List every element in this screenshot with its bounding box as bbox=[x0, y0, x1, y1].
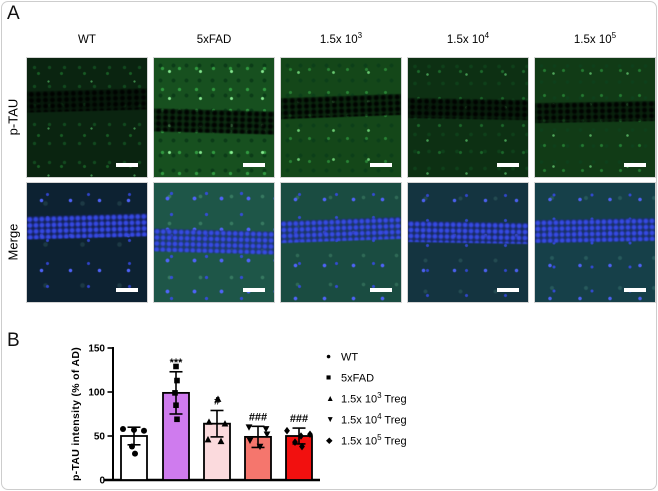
panel-b-label: B bbox=[7, 330, 20, 351]
legend-label-suffix: Treg bbox=[381, 435, 407, 448]
column-header-wt: WT bbox=[26, 31, 148, 46]
legend-label-text: WT bbox=[341, 351, 359, 364]
legend-item-1.5x10e4-treg: ▼ 1.5x 104 Treg bbox=[326, 412, 407, 427]
scale-bar bbox=[497, 163, 519, 167]
legend-label-text: 1.5x 10 bbox=[341, 414, 378, 427]
nuclei-band bbox=[535, 217, 655, 244]
column-header-1.5x10e5: 1.5x 105 bbox=[534, 31, 656, 46]
micrograph-ptau-1.5x10e3 bbox=[280, 57, 402, 178]
triangle-up-marker-icon: ▲ bbox=[326, 393, 335, 403]
column-header-text: 1.5x 10 bbox=[573, 33, 612, 46]
legend-label-suffix: Treg bbox=[381, 414, 407, 427]
scale-bar bbox=[497, 288, 519, 292]
svg-text:0: 0 bbox=[99, 476, 105, 487]
column-header-text: 1.5x 10 bbox=[319, 33, 358, 46]
legend-label-exponent: 5 bbox=[377, 432, 382, 442]
svg-text:###: ### bbox=[290, 413, 308, 425]
micrograph-merge-1.5x10e3 bbox=[280, 182, 402, 303]
column-header-1.5x10e3: 1.5x 103 bbox=[280, 31, 402, 46]
row-label-ptau: p-TAU bbox=[5, 98, 21, 136]
column-header-text: 5xFAD bbox=[196, 33, 232, 46]
legend-label-exponent: 3 bbox=[377, 390, 382, 400]
legend-label: 1.5x 103 Treg bbox=[341, 391, 407, 406]
legend-item-wt: ● WT bbox=[326, 349, 407, 363]
nuclei-band bbox=[154, 228, 274, 255]
column-header-exponent: 5 bbox=[611, 31, 617, 40]
scale-bar bbox=[370, 163, 392, 167]
micrograph-ptau-wt bbox=[26, 57, 148, 178]
svg-text:150: 150 bbox=[88, 344, 105, 355]
neuron-band bbox=[535, 100, 655, 124]
legend-item-1.5x10e3-treg: ▲ 1.5x 103 Treg bbox=[326, 391, 407, 406]
micrograph-merge-wt bbox=[26, 182, 148, 303]
triangle-down-marker-icon: ▼ bbox=[326, 414, 335, 424]
legend-item-5xfad: ■ 5xFAD bbox=[326, 370, 407, 384]
column-header-text: WT bbox=[78, 33, 96, 46]
column-header-1.5x10e4: 1.5x 104 bbox=[407, 31, 529, 46]
column-header-exponent: 4 bbox=[484, 31, 490, 40]
svg-text:###: ### bbox=[249, 411, 267, 423]
micrograph-ptau-1.5x10e4 bbox=[407, 57, 529, 178]
svg-text:#: # bbox=[214, 395, 220, 407]
nuclei-band bbox=[281, 216, 401, 244]
bar-chart: 0 50 100 150 p-TAU intensity (% of AD) *** # ##… bbox=[66, 334, 338, 491]
scale-bar bbox=[243, 163, 265, 167]
micrograph-merge-5xfad bbox=[153, 182, 275, 303]
row-label-merge: Merge bbox=[5, 223, 21, 261]
scale-bar bbox=[370, 288, 392, 292]
legend-label: 1.5x 104 Treg bbox=[341, 412, 407, 427]
column-header-exponent: 3 bbox=[357, 31, 363, 40]
scale-bar bbox=[624, 163, 646, 167]
legend-item-1.5x10e5-treg: ◆ 1.5x 105 Treg bbox=[326, 433, 407, 448]
svg-text:50: 50 bbox=[94, 432, 106, 443]
circle-marker-icon: ● bbox=[326, 351, 332, 361]
svg-text:***: *** bbox=[170, 357, 184, 369]
square-marker-icon: ■ bbox=[326, 372, 332, 382]
micrograph-ptau-1.5x10e5 bbox=[534, 57, 656, 178]
micrograph-merge-1.5x10e4 bbox=[407, 182, 529, 303]
scale-bar bbox=[624, 288, 646, 292]
legend-label-text: 1.5x 10 bbox=[341, 393, 378, 406]
legend-label-exponent: 4 bbox=[377, 411, 382, 421]
nuclei-band bbox=[27, 213, 147, 240]
scale-bar bbox=[116, 163, 138, 167]
legend-label-text: 5xFAD bbox=[341, 372, 375, 385]
panel-a-label: A bbox=[7, 3, 20, 24]
svg-text:100: 100 bbox=[88, 388, 105, 399]
legend-label: 1.5x 105 Treg bbox=[341, 433, 407, 448]
column-header-text: 1.5x 10 bbox=[446, 33, 485, 46]
neuron-band bbox=[154, 108, 274, 135]
neuron-band bbox=[408, 97, 528, 121]
scale-bar bbox=[116, 288, 138, 292]
legend-label: WT bbox=[341, 349, 359, 364]
micrograph-ptau-5xfad bbox=[153, 57, 275, 178]
legend-label: 5xFAD bbox=[341, 370, 375, 385]
nuclei-band bbox=[408, 220, 528, 245]
column-header-5xfad: 5xFAD bbox=[153, 31, 275, 46]
micrograph-merge-1.5x10e5 bbox=[534, 182, 656, 303]
neuron-band bbox=[27, 88, 147, 113]
legend-label-suffix: Treg bbox=[381, 393, 407, 406]
chart-legend: ● WT ■ 5xFAD ▲ 1.5x 103 Treg ▼ 1.5x 104 Treg… bbox=[326, 349, 407, 454]
neuron-band bbox=[281, 93, 401, 120]
svg-text:p-TAU intensity (% of AD): p-TAU intensity (% of AD) bbox=[70, 347, 82, 481]
scale-bar bbox=[243, 288, 265, 292]
diamond-marker-icon: ◆ bbox=[326, 434, 333, 445]
legend-label-text: 1.5x 10 bbox=[341, 435, 378, 448]
